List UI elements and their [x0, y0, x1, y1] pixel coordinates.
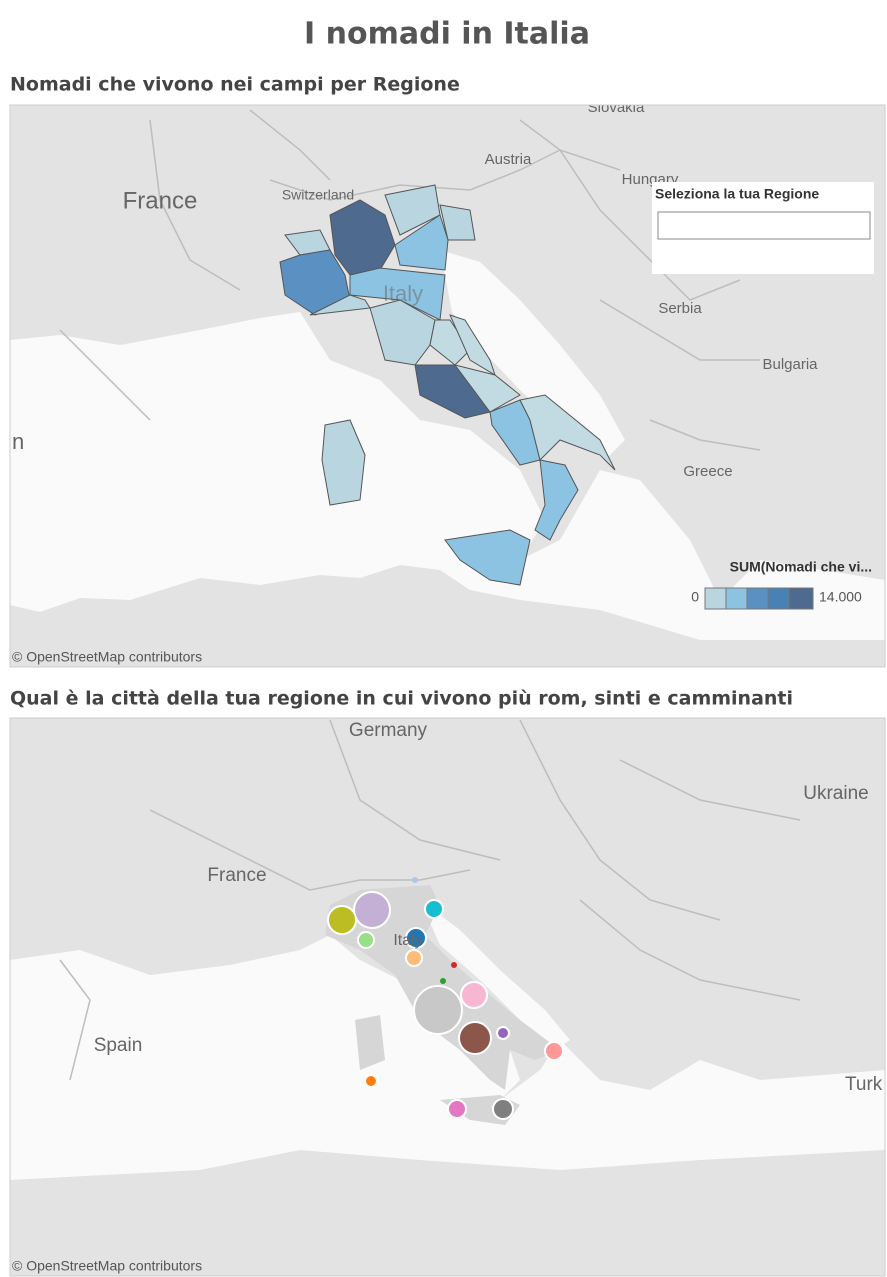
map-frame [9, 717, 886, 1277]
legend-max: 14.000 [819, 589, 862, 605]
city-bubble[interactable] [353, 891, 391, 929]
place-label: Bulgaria [762, 356, 818, 373]
sea [10, 1010, 60, 1120]
place-label: Slovakia [588, 99, 645, 116]
sea [10, 935, 885, 1180]
legend-min: 0 [691, 589, 699, 605]
sea [440, 250, 625, 460]
place-label: Switzerland [282, 187, 354, 203]
region [439, 204, 476, 241]
border [59, 109, 761, 451]
attribution: © OpenStreetMap contributors [12, 649, 202, 665]
place-label: Turk [845, 1074, 883, 1095]
place-label: Spain [94, 1035, 143, 1056]
city-map[interactable]: Germany Ukraine France Italy Spain Turk … [10, 718, 885, 1276]
place-label: Greece [683, 463, 732, 480]
city-bubble[interactable] [357, 931, 375, 949]
dashboard-title: I nomadi in Italia [304, 17, 590, 52]
city-bubble[interactable] [405, 949, 423, 967]
region [444, 529, 531, 586]
city-bubble[interactable] [496, 1026, 510, 1040]
map-title: Qual è la città della tua regione in cui… [10, 688, 793, 710]
place-label: Ukraine [803, 783, 868, 804]
map-frame [9, 104, 886, 668]
region [429, 319, 471, 366]
city-bubble[interactable] [447, 1099, 467, 1119]
attribution: © OpenStreetMap contributors [12, 1258, 202, 1274]
city-bubble[interactable] [492, 1098, 514, 1120]
city-bubble[interactable] [413, 985, 463, 1035]
place-label: France [207, 865, 266, 886]
legend-ramp [704, 587, 814, 610]
region [394, 214, 449, 271]
sardinia [355, 1015, 385, 1070]
place-label: n [12, 429, 24, 454]
city-bubble[interactable] [364, 1074, 378, 1088]
legend-title: SUM(Nomadi che vi... [730, 559, 872, 575]
place-label: Italy [393, 932, 422, 949]
city-bubbles [327, 877, 564, 1120]
region [519, 394, 616, 471]
city-bubble[interactable] [327, 905, 357, 935]
place-label: Austria [485, 151, 532, 168]
place-label: France [123, 187, 198, 214]
place-label: Serbia [658, 300, 702, 317]
city-bubble[interactable] [458, 1021, 492, 1055]
region [534, 459, 579, 541]
region [321, 419, 366, 506]
city-bubble[interactable] [440, 978, 446, 984]
city-bubble[interactable] [405, 927, 427, 949]
region [309, 294, 371, 316]
region [329, 199, 396, 276]
place-label: Italy [383, 281, 423, 306]
region [453, 364, 521, 413]
city-bubble[interactable] [544, 1041, 564, 1061]
border [59, 719, 801, 1081]
sea [420, 900, 570, 1050]
city-bubble[interactable] [412, 877, 418, 883]
city-bubble[interactable] [460, 981, 488, 1009]
sea [10, 312, 885, 640]
city-bubble[interactable] [424, 899, 444, 919]
place-label: Germany [349, 720, 428, 741]
city-bubble[interactable] [451, 962, 457, 968]
filter-label: Seleziona la tua Regione [655, 186, 819, 202]
filter-input[interactable] [657, 211, 871, 240]
map-title: Nomadi che vivono nei campi per Regione [10, 74, 460, 96]
region [449, 314, 496, 377]
